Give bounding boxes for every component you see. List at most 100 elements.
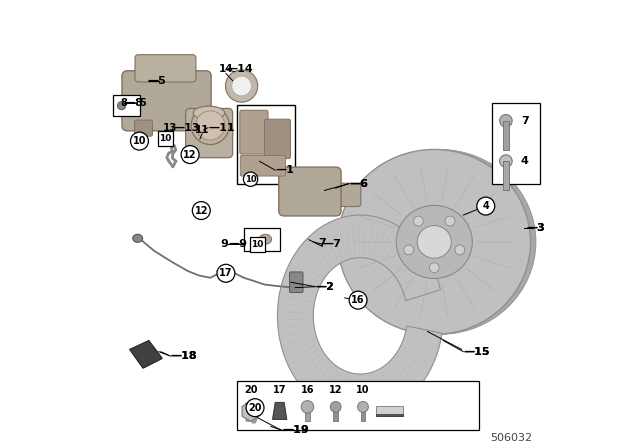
Text: 17: 17 <box>273 385 287 395</box>
Text: 506032: 506032 <box>491 433 533 443</box>
Bar <box>503 161 509 190</box>
Text: —15: —15 <box>463 347 490 357</box>
Text: —11: —11 <box>208 123 235 133</box>
Text: 4: 4 <box>483 201 489 211</box>
Text: —15: —15 <box>463 347 490 357</box>
Polygon shape <box>273 402 287 419</box>
Text: —19: —19 <box>282 425 308 435</box>
Text: 17: 17 <box>219 268 233 278</box>
Ellipse shape <box>413 216 424 226</box>
Text: —18: —18 <box>171 351 198 361</box>
Ellipse shape <box>225 70 258 102</box>
Text: 16: 16 <box>301 385 314 395</box>
Text: 10: 10 <box>132 136 146 146</box>
Text: 10: 10 <box>356 385 370 395</box>
Circle shape <box>246 399 264 417</box>
Text: 12: 12 <box>195 206 208 215</box>
Text: 11: 11 <box>195 125 209 135</box>
Text: 9: 9 <box>220 239 228 249</box>
Text: 7: 7 <box>521 116 529 126</box>
Polygon shape <box>246 403 257 421</box>
Ellipse shape <box>500 155 512 168</box>
Text: 4: 4 <box>521 156 529 166</box>
Text: —14: —14 <box>226 65 253 74</box>
Text: —2: —2 <box>316 282 334 292</box>
Text: —13: —13 <box>173 123 200 133</box>
Polygon shape <box>242 401 259 421</box>
Bar <box>158 131 173 146</box>
Circle shape <box>193 202 211 220</box>
Text: —19: —19 <box>282 425 308 435</box>
Ellipse shape <box>193 106 225 120</box>
Text: —3: —3 <box>526 224 545 233</box>
Circle shape <box>131 132 148 150</box>
Text: —9: —9 <box>228 239 247 249</box>
FancyBboxPatch shape <box>376 406 403 416</box>
Ellipse shape <box>358 401 369 412</box>
Bar <box>333 407 338 421</box>
FancyBboxPatch shape <box>135 55 196 82</box>
Text: —18: —18 <box>171 351 198 361</box>
FancyBboxPatch shape <box>289 272 303 293</box>
Bar <box>503 121 509 150</box>
Ellipse shape <box>338 150 531 334</box>
Text: 13: 13 <box>163 123 177 133</box>
Bar <box>237 381 479 430</box>
Ellipse shape <box>118 102 125 110</box>
FancyBboxPatch shape <box>240 110 268 154</box>
Ellipse shape <box>404 245 413 255</box>
Text: 5: 5 <box>139 98 145 108</box>
Text: 8: 8 <box>121 98 127 108</box>
Ellipse shape <box>232 76 252 96</box>
Circle shape <box>349 291 367 309</box>
Ellipse shape <box>196 111 225 140</box>
Ellipse shape <box>259 234 271 244</box>
Circle shape <box>243 172 258 186</box>
Text: —5: —5 <box>148 76 166 86</box>
Circle shape <box>181 146 199 164</box>
Polygon shape <box>252 418 257 423</box>
Text: —2: —2 <box>316 282 334 292</box>
FancyBboxPatch shape <box>186 120 204 136</box>
Ellipse shape <box>429 263 439 273</box>
Ellipse shape <box>417 226 451 258</box>
FancyBboxPatch shape <box>240 155 285 176</box>
Circle shape <box>477 197 495 215</box>
Text: 10: 10 <box>244 175 257 184</box>
Bar <box>113 95 140 116</box>
Ellipse shape <box>301 401 314 413</box>
Text: 14: 14 <box>219 65 233 74</box>
Text: —8: —8 <box>124 98 143 108</box>
Bar <box>250 237 265 252</box>
Bar <box>244 228 280 251</box>
Bar <box>493 103 540 184</box>
Ellipse shape <box>396 205 472 279</box>
Text: 10: 10 <box>159 134 172 143</box>
Ellipse shape <box>455 245 465 255</box>
FancyBboxPatch shape <box>134 120 152 136</box>
FancyBboxPatch shape <box>186 108 233 158</box>
FancyBboxPatch shape <box>279 167 341 216</box>
Text: —6: —6 <box>349 179 368 189</box>
Ellipse shape <box>343 150 536 334</box>
Text: —3: —3 <box>526 224 545 233</box>
Text: 12: 12 <box>329 385 342 395</box>
Bar <box>237 105 296 184</box>
Circle shape <box>217 264 235 282</box>
Polygon shape <box>130 340 163 368</box>
Text: 20: 20 <box>248 403 262 413</box>
Text: 20: 20 <box>244 385 257 395</box>
FancyBboxPatch shape <box>264 119 291 159</box>
Ellipse shape <box>330 401 341 412</box>
FancyBboxPatch shape <box>122 71 211 131</box>
Ellipse shape <box>445 216 455 226</box>
Bar <box>361 407 365 421</box>
Text: 7: 7 <box>318 238 326 248</box>
Text: 10: 10 <box>251 240 264 249</box>
Ellipse shape <box>191 107 229 145</box>
Ellipse shape <box>500 115 512 127</box>
Text: —7: —7 <box>323 239 341 249</box>
FancyBboxPatch shape <box>331 183 361 207</box>
Polygon shape <box>278 215 442 417</box>
Text: 16: 16 <box>351 295 365 305</box>
